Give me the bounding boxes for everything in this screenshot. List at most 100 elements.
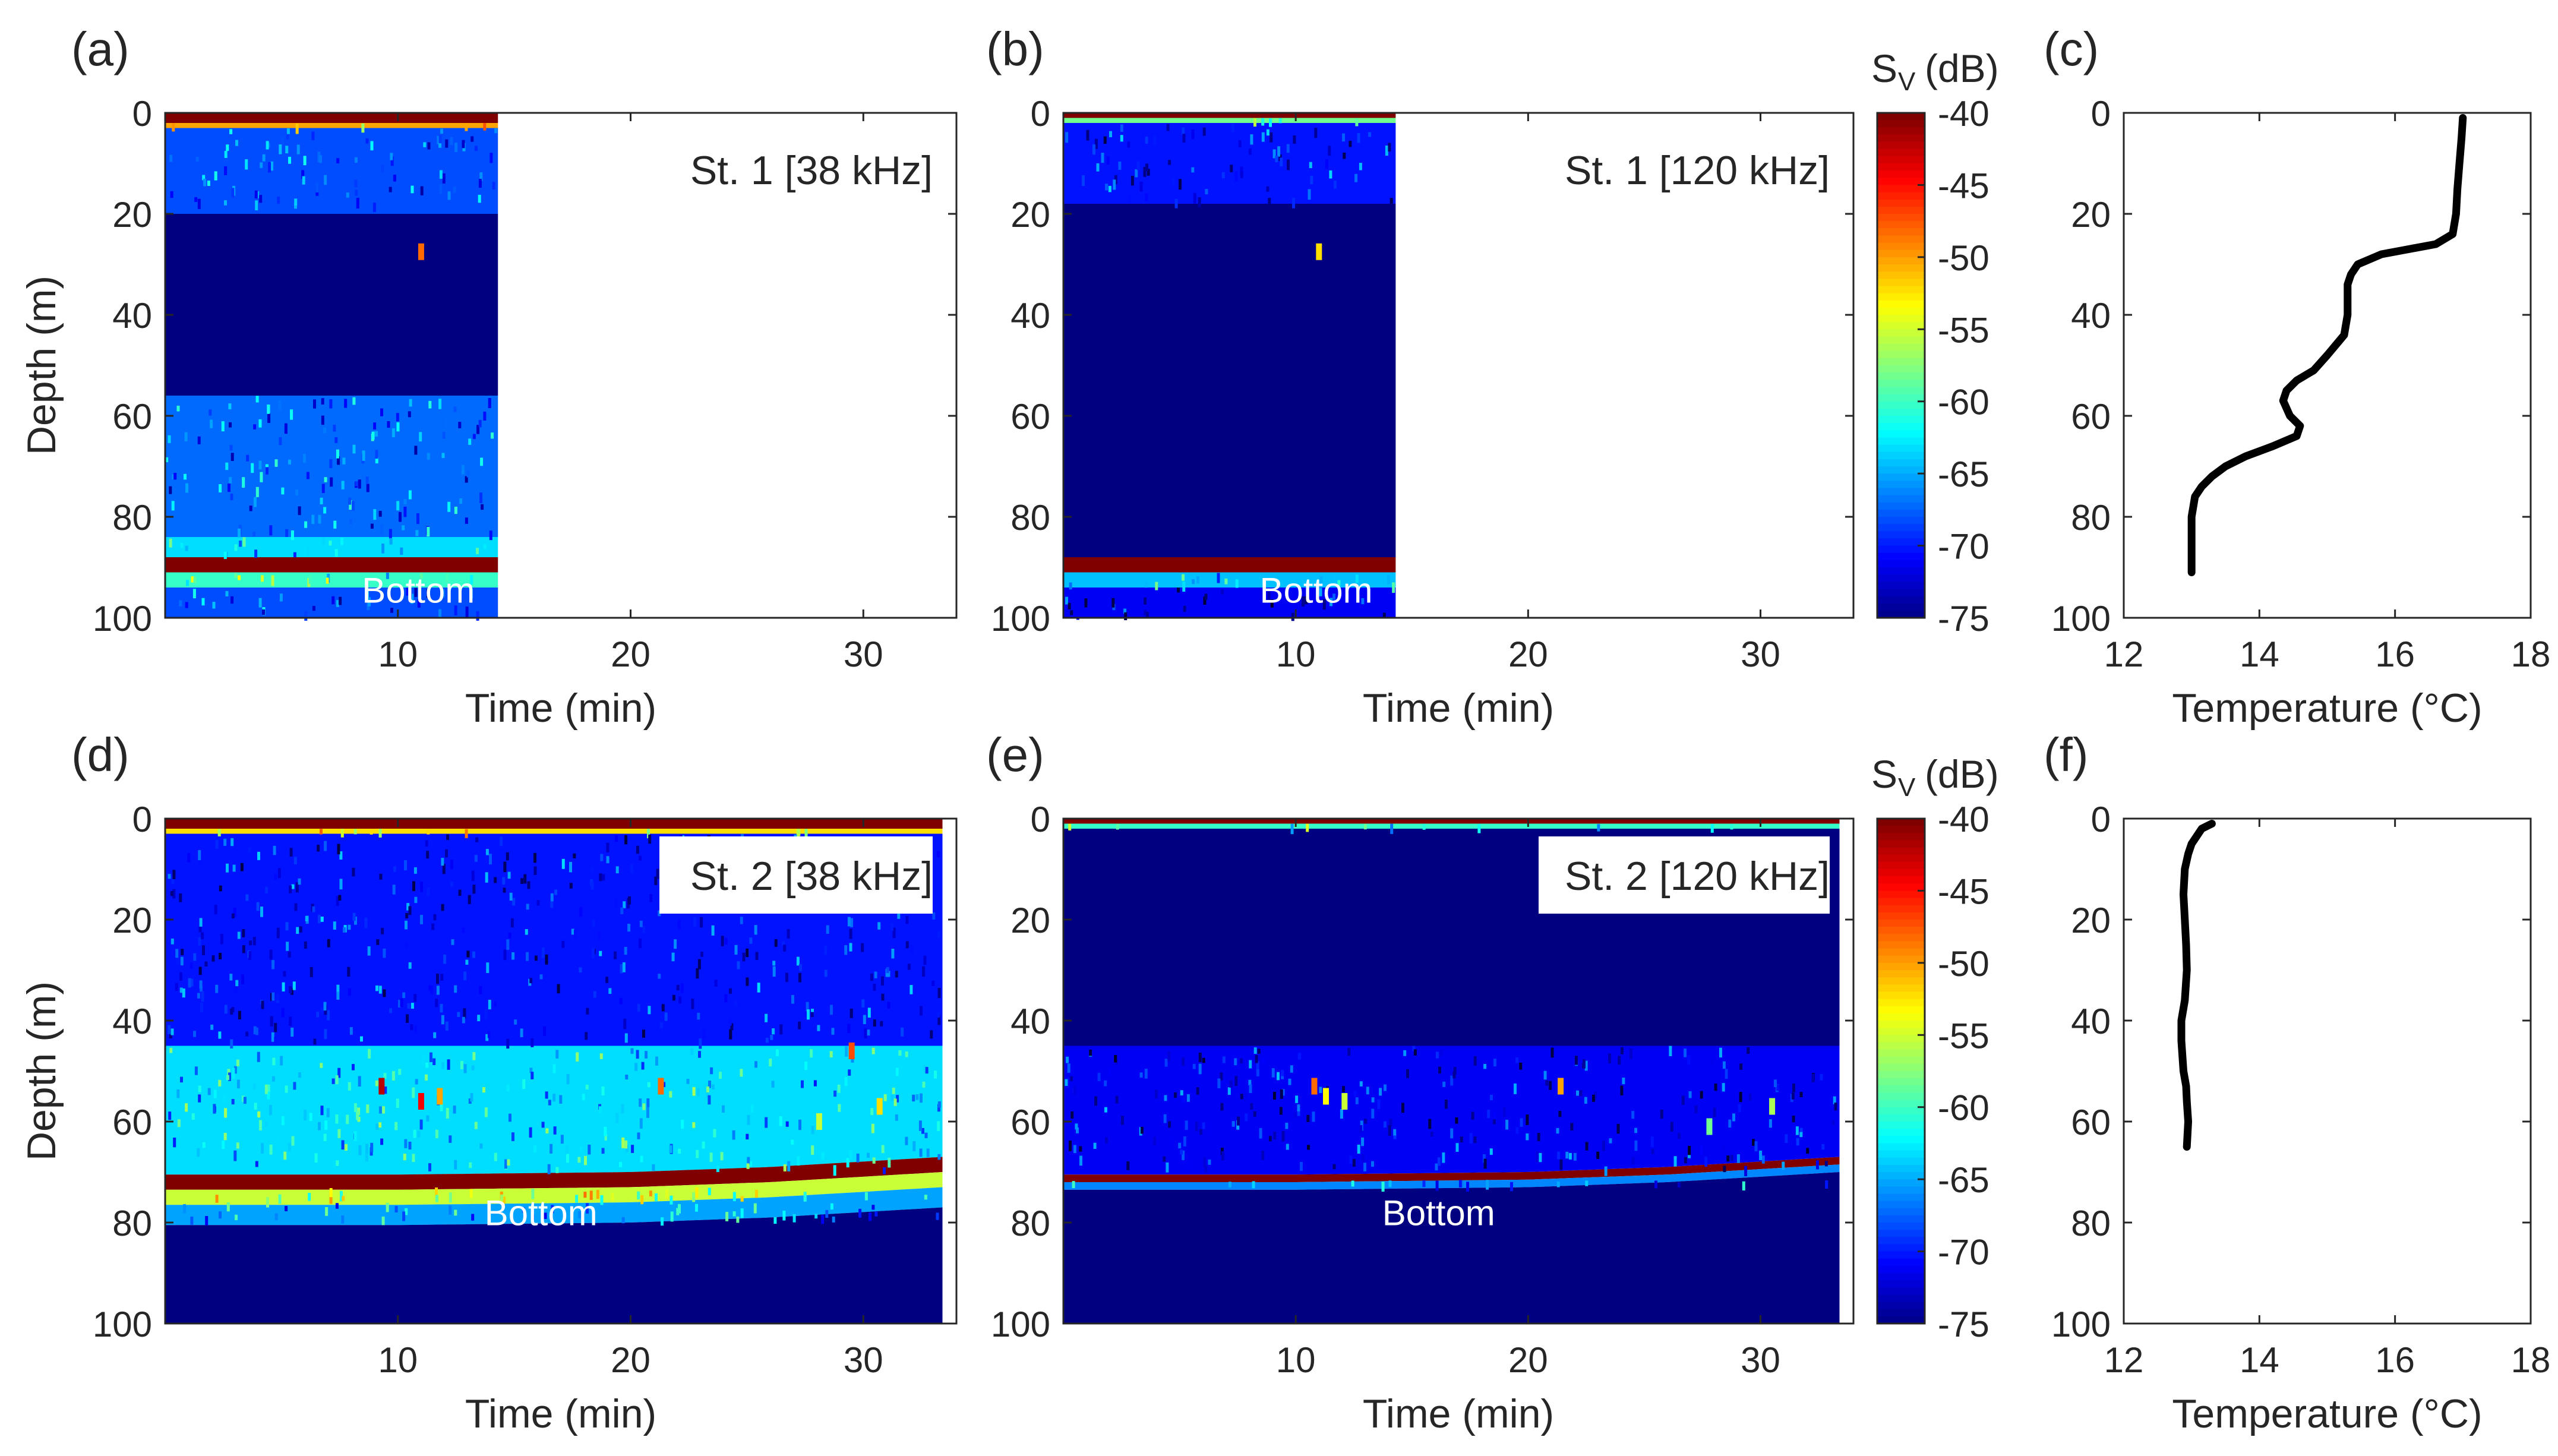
- echogram-speckle-cell: [211, 955, 215, 962]
- colorbar-segment: [1877, 509, 1925, 517]
- echogram-speckle-cell: [1280, 157, 1283, 167]
- echogram-speckle-cell: [782, 1211, 786, 1221]
- echogram-speckle-cell: [1290, 823, 1294, 835]
- echogram-speckle-cell: [1792, 1084, 1795, 1092]
- echogram-speckle-cell: [1262, 1058, 1265, 1063]
- echogram-speckle-cell: [919, 1148, 923, 1157]
- echogram-speckle-cell: [553, 1126, 557, 1135]
- echogram-speckle-cell: [441, 1015, 444, 1025]
- echogram-speckle-cell: [1314, 128, 1318, 138]
- colorbar-tick-label: -50: [1938, 944, 1989, 984]
- echogram-speckle-cell: [680, 983, 684, 993]
- echogram-speckle-cell: [1293, 1112, 1297, 1118]
- echogram-speckle-cell: [465, 123, 468, 131]
- colorbar-segment: [1877, 444, 1925, 453]
- echogram-speckle-cell: [248, 950, 252, 961]
- echogram-speckle-cell: [863, 1015, 866, 1025]
- echogram-speckle-cell: [740, 1196, 744, 1202]
- echogram-speckle-cell: [1293, 135, 1296, 144]
- colorbar-segment: [1877, 840, 1925, 848]
- colorbar-segment: [1877, 358, 1925, 366]
- echogram-speckle-cell: [169, 154, 173, 162]
- echogram-speckle-cell: [234, 573, 238, 579]
- echogram-speckle-cell: [932, 912, 936, 920]
- echogram-speckle-cell: [1319, 1087, 1322, 1094]
- colorbar-segment: [1877, 545, 1925, 554]
- echogram-speckle-cell: [545, 1091, 548, 1099]
- echogram-speckle-cell: [1229, 1081, 1233, 1088]
- colorbar-segment: [1877, 257, 1925, 265]
- echogram-speckle-cell: [400, 547, 403, 555]
- echogram-speckle-cell: [821, 1152, 825, 1160]
- echogram-speckle-cell: [226, 1075, 229, 1081]
- echogram-speckle-cell: [1342, 1086, 1346, 1092]
- echogram-speckle-cell: [194, 197, 198, 202]
- echogram-speckle-cell: [298, 506, 301, 516]
- echogram-speckle-cell: [697, 1088, 700, 1097]
- colorbar-segment: [1877, 1056, 1925, 1065]
- echogram-speckle-cell: [427, 453, 430, 460]
- echogram-speckle-cell: [294, 198, 298, 206]
- echogram-speckle-cell: [1388, 143, 1391, 152]
- echogram-speckle-cell: [1382, 612, 1386, 618]
- echogram-speckle-cell: [438, 609, 442, 618]
- echogram-speckle-cell: [541, 947, 545, 958]
- echogram-speckle-cell: [769, 1059, 772, 1067]
- echogram-speckle-cell: [1539, 1152, 1542, 1163]
- echogram-speckle-cell: [896, 1095, 899, 1103]
- echogram-speckle-cell: [165, 457, 169, 463]
- echogram-speckle-cell: [606, 856, 610, 864]
- echogram-speckle-cell: [1732, 1113, 1735, 1122]
- y-tick-label: 60: [2071, 1103, 2111, 1142]
- echogram-speckle-cell: [180, 956, 184, 966]
- echogram-speckle-cell: [502, 877, 506, 885]
- echogram-speckle-cell: [1596, 1151, 1600, 1159]
- echogram-speckle-cell: [219, 484, 222, 492]
- colorbar-tick-label: -75: [1938, 1305, 1989, 1344]
- colorbar-segment: [1877, 524, 1925, 532]
- echogram-speckle-cell: [194, 1066, 198, 1075]
- echogram-speckle-cell: [230, 1039, 233, 1049]
- echogram-speckle-cell: [1167, 1051, 1171, 1062]
- y-tick-label: 0: [2091, 94, 2111, 134]
- echogram-speckle-cell: [1428, 1119, 1432, 1129]
- echogram-speckle-cell: [193, 577, 197, 583]
- echogram-speckle-cell: [523, 874, 527, 884]
- echogram-speckle-cell: [765, 1013, 768, 1022]
- echogram-layer: [1063, 118, 1396, 123]
- echogram-speckle-cell: [230, 838, 234, 847]
- echogram-speckle-cell: [1287, 159, 1290, 170]
- echogram-speckle-cell: [479, 1143, 483, 1149]
- echogram-speckle-cell: [466, 950, 470, 958]
- colorbar-segment: [1877, 1006, 1925, 1014]
- echogram-speckle-cell: [800, 953, 803, 961]
- echogram-speckle-cell: [1243, 1092, 1247, 1102]
- colorbar-segment: [1877, 1186, 1925, 1195]
- echogram-speckle-cell: [289, 986, 292, 994]
- echogram-speckle-cell: [375, 450, 378, 459]
- echogram-speckle-cell: [387, 421, 390, 428]
- echogram-speckle-cell: [323, 1133, 327, 1141]
- echogram-speckle-cell: [1422, 1180, 1426, 1187]
- echogram-speckle-cell: [1340, 1109, 1343, 1119]
- echogram-speckle-cell: [440, 974, 444, 981]
- echogram-speckle-cell: [530, 1038, 534, 1047]
- echogram-speckle-cell: [1250, 1103, 1253, 1110]
- echogram-speckle-cell: [1393, 1133, 1397, 1139]
- echogram-speckle-cell: [1334, 181, 1337, 189]
- echogram-speckle-cell: [219, 952, 222, 959]
- colorbar-frame: [1876, 112, 1926, 619]
- echogram-speckle-cell: [271, 992, 275, 1001]
- echogram-speckle-cell: [443, 954, 447, 964]
- echogram-speckle-cell: [405, 920, 408, 930]
- x-tick-label: 20: [1508, 634, 1548, 674]
- echogram-speckle-cell: [1364, 1119, 1367, 1124]
- echogram-speckle-cell: [283, 971, 286, 977]
- echogram-speckle-cell: [1355, 574, 1359, 583]
- colorbar-tick-label: -65: [1938, 454, 1989, 494]
- colorbar-segment: [1877, 322, 1925, 330]
- annotation-text: St. 1 [120 kHz]: [1565, 148, 1830, 193]
- echogram-speckle-cell: [1231, 1121, 1235, 1127]
- echogram-speckle-cell: [630, 863, 634, 874]
- colorbar-segment: [1877, 120, 1925, 128]
